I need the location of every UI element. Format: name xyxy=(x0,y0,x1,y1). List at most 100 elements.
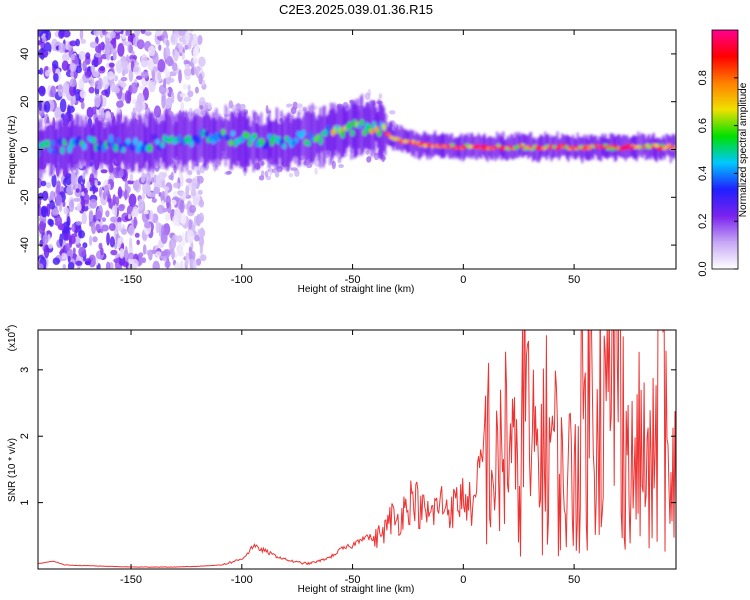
noise-cell xyxy=(78,50,86,61)
noise-cell xyxy=(101,224,109,232)
noise-cell xyxy=(70,54,75,61)
noise-cell xyxy=(88,210,94,223)
ridge-cell xyxy=(429,135,432,160)
noise-cell xyxy=(158,44,162,51)
noise-cell xyxy=(180,212,187,225)
ridge-core-cell xyxy=(245,132,250,140)
ridge-cell xyxy=(89,126,92,161)
noise-cell xyxy=(130,258,139,269)
ridge-core-cell xyxy=(308,131,314,139)
noise-cell xyxy=(75,260,83,266)
noise-cell xyxy=(153,181,162,188)
snr-y-axis-label: SNR (10 * v/v) xyxy=(7,438,18,502)
x-tick-label: -150 xyxy=(120,574,142,586)
noise-cell xyxy=(117,186,123,199)
noise-cell xyxy=(192,260,197,269)
noise-cell xyxy=(106,232,110,246)
spectrogram-y-axis-label: Frequency (Hz) xyxy=(7,116,18,185)
noise-cell xyxy=(290,167,298,172)
noise-cell xyxy=(121,33,127,40)
ridge-core-cell xyxy=(147,143,153,153)
ridge-core-cell xyxy=(350,129,355,137)
noise-cell xyxy=(117,43,125,57)
noise-cell xyxy=(117,221,122,227)
noise-cell xyxy=(117,237,122,249)
noise-cell xyxy=(114,75,119,82)
x-tick-label: -100 xyxy=(231,574,253,586)
noise-cell xyxy=(55,184,61,196)
noise-cell xyxy=(189,205,197,214)
noise-cell xyxy=(189,30,194,33)
noise-cell xyxy=(62,56,71,61)
ridge-core-cell xyxy=(160,141,165,148)
noise-cell xyxy=(114,33,121,40)
noise-cell xyxy=(198,212,204,224)
noise-cell xyxy=(167,79,171,84)
ridge-core-cell xyxy=(91,136,97,144)
x-tick-label: -50 xyxy=(345,274,361,286)
noise-cell xyxy=(58,42,66,54)
noise-cell xyxy=(114,203,118,218)
noise-cell xyxy=(73,197,82,202)
noise-cell xyxy=(59,98,67,113)
noise-cell xyxy=(115,60,124,74)
ridge-cell xyxy=(243,110,246,172)
noise-cell xyxy=(286,103,293,107)
noise-cell xyxy=(52,208,60,216)
noise-cell xyxy=(51,173,57,188)
ridge-core-cell xyxy=(196,136,202,145)
noise-cell xyxy=(124,245,128,260)
colorbar-tick-label: 0.6 xyxy=(697,118,709,133)
noise-cell xyxy=(130,82,138,94)
noise-cell xyxy=(197,36,203,46)
ridge-core-cell xyxy=(381,123,387,131)
noise-cell xyxy=(108,223,116,232)
ridge-core-cell xyxy=(586,146,591,151)
ridge-cell xyxy=(120,122,123,163)
ridge-cell xyxy=(113,119,115,163)
colorbar-tick-label: 0.0 xyxy=(697,261,709,276)
noise-cell xyxy=(103,184,109,194)
ridge-peak-cell xyxy=(519,145,525,149)
ridge-cell xyxy=(161,114,164,166)
x-tick-label: 50 xyxy=(568,574,580,586)
noise-cell xyxy=(155,219,160,234)
noise-cell xyxy=(122,261,129,268)
ridge-cell xyxy=(266,116,269,162)
noise-cell xyxy=(132,66,140,73)
ridge-peak-cell xyxy=(427,143,432,147)
ridge-core-cell xyxy=(247,139,253,147)
colorbar-tick-label: 0.8 xyxy=(697,70,709,85)
ridge-cell xyxy=(204,111,207,169)
noise-cell xyxy=(165,212,171,222)
noise-cell xyxy=(296,103,303,109)
noise-cell xyxy=(178,30,186,36)
noise-cell xyxy=(312,105,318,111)
ridge-cell xyxy=(396,124,399,150)
x-tick-label: 50 xyxy=(568,274,580,286)
ridge-cell xyxy=(159,123,162,158)
ridge-core-cell xyxy=(654,143,660,148)
noise-cell xyxy=(72,247,76,255)
noise-cell xyxy=(196,175,204,184)
ridge-core-cell xyxy=(230,130,236,137)
noise-cell xyxy=(67,261,75,269)
ridge-cell xyxy=(547,133,550,156)
ridge-cell xyxy=(136,125,139,163)
ridge-cell xyxy=(654,138,657,161)
noise-cell xyxy=(156,204,165,214)
ridge-core-cell xyxy=(306,140,311,147)
noise-cell xyxy=(134,30,141,37)
ridge-cell xyxy=(234,114,236,164)
noise-cell xyxy=(82,172,86,180)
noise-cell xyxy=(199,230,206,238)
ridge-cell xyxy=(237,112,240,162)
noise-cell xyxy=(119,248,125,259)
ridge-core-cell xyxy=(608,144,613,149)
noise-cell xyxy=(38,263,44,269)
y-tick-label: 2 xyxy=(19,433,31,439)
noise-cell xyxy=(62,30,71,38)
noise-cell xyxy=(71,223,76,232)
ridge-cell xyxy=(255,123,258,160)
noise-cell xyxy=(94,179,98,187)
